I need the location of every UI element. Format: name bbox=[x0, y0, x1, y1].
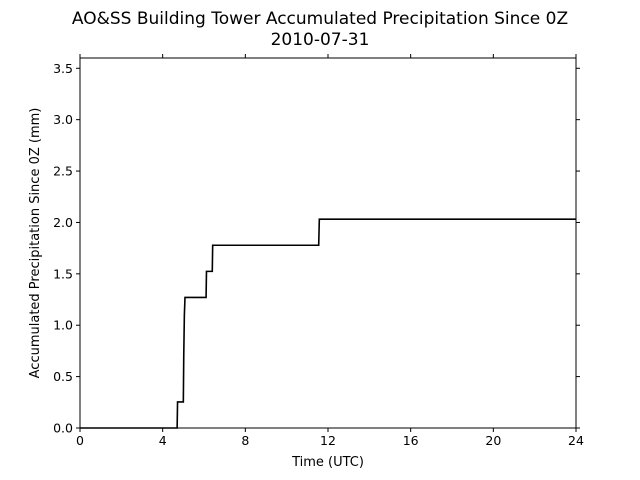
x-axis-label: Time (UTC) bbox=[291, 455, 364, 470]
chart-subtitle: 2010-07-31 bbox=[271, 30, 370, 50]
x-tick-label: 0 bbox=[76, 433, 84, 448]
y-tick-label: 2.5 bbox=[53, 164, 73, 179]
tick-marks: 0 4 8 12 16 20 24 0.0 0.5 1.0 1.5 2.0 2.5 3.0 3.5 bbox=[53, 54, 584, 448]
y-tick-label: 0.0 bbox=[53, 421, 73, 436]
y-tick-label: 3.0 bbox=[53, 112, 73, 127]
y-tick-label: 2.0 bbox=[53, 215, 73, 230]
y-axis-label: Accumulated Precipitation Since 0Z (mm) bbox=[28, 108, 43, 379]
x-tick-label: 4 bbox=[159, 433, 167, 448]
plot-frame bbox=[79, 57, 577, 429]
x-tick-label: 8 bbox=[241, 433, 249, 448]
x-tick-label: 24 bbox=[568, 433, 584, 448]
x-tick-label: 20 bbox=[485, 433, 501, 448]
x-tick-label: 16 bbox=[403, 433, 419, 448]
y-tick-label: 1.5 bbox=[53, 266, 73, 281]
series-group bbox=[80, 218, 576, 429]
chart-title: AO&SS Building Tower Accumulated Precipi… bbox=[72, 9, 568, 29]
y-tick-label: 0.5 bbox=[53, 369, 73, 384]
x-tick-label: 12 bbox=[320, 433, 336, 448]
y-tick-label: 3.5 bbox=[53, 61, 73, 76]
y-tick-label: 1.0 bbox=[53, 318, 73, 333]
accumulated-precipitation-line bbox=[80, 218, 576, 429]
